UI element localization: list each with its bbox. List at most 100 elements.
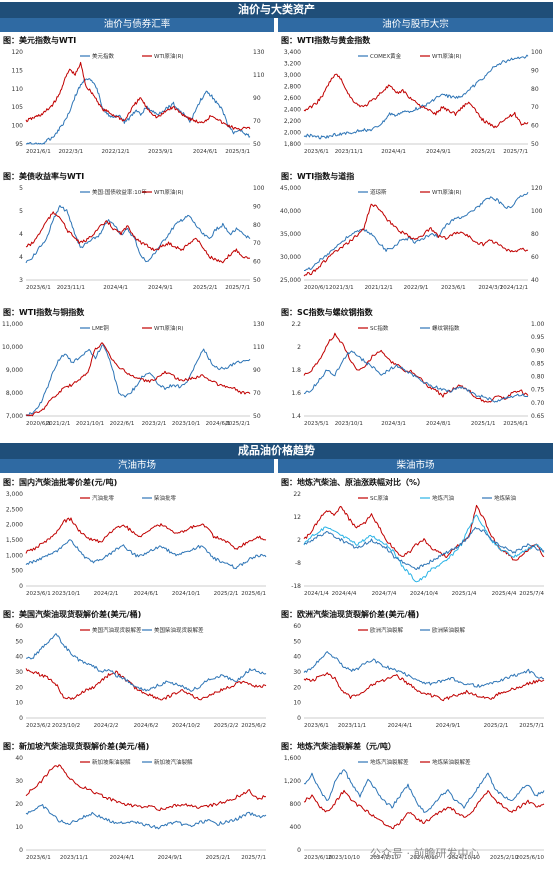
y-tick-label-right: 80 <box>531 86 539 93</box>
y-tick-label-left: 100 <box>12 123 24 130</box>
chart-title: 图：地炼汽柴油裂解差（元/吨） <box>281 742 396 751</box>
chart-title: 图：国内汽柴油批零价差(元/吨) <box>3 478 118 487</box>
x-tick-label: 2024/9/1 <box>436 723 461 729</box>
legend-label: 美国柴油现货裂解差 <box>154 626 204 634</box>
series-line <box>303 514 545 583</box>
section-stocks-commodities: 油价与股市大宗 <box>278 18 553 32</box>
legend-label: WTI原油(R) <box>432 188 462 196</box>
x-tick-label: 2021/6/1 <box>26 149 51 155</box>
y-tick-label-right: 90 <box>253 367 261 374</box>
y-tick-label-left: 110 <box>12 86 24 93</box>
y-tick-label-left: 20 <box>293 684 301 691</box>
y-tick-label-left: 2 <box>297 537 301 544</box>
chart-panel-c7: 图：国内汽柴油批零价差(元/吨) 3,000 2,500 2,000 1,500 1,00… <box>0 476 272 606</box>
y-tick-label-left: 1,000 <box>6 552 23 559</box>
chart-svg: 2.2 2 1.8 1.6 1.4 1.00 0.95 0.90 0.85 0.80 0.75 0.7… <box>291 321 545 427</box>
x-tick-label: 2023/6/2 <box>26 723 51 729</box>
y-tick-label-left: 1.8 <box>291 367 301 374</box>
legend-label: 地炼柴油 <box>494 494 517 502</box>
y-tick-label-left: 9,000 <box>6 367 23 374</box>
legend-label: SC指数 <box>370 324 389 332</box>
y-tick-label-left: 3,200 <box>284 61 301 68</box>
x-tick-label: 2025/7/1 <box>503 149 528 155</box>
x-tick-label: 2024/6/2 <box>134 723 159 729</box>
y-tick-label-left: 2,500 <box>6 506 23 513</box>
y-tick-label-right: 50 <box>253 277 261 284</box>
x-tick-label: 2024/3/1 <box>478 285 503 291</box>
series-line <box>25 517 267 554</box>
series-line <box>25 205 251 264</box>
series-line <box>303 672 545 702</box>
x-tick-label: 2025/7/1 <box>225 285 250 291</box>
legend-label: 地炼柴油裂解差 <box>432 758 471 766</box>
y-tick-label-right: 100 <box>531 49 543 56</box>
y-tick-label-left: 2.2 <box>291 321 301 328</box>
x-tick-label: 2024/4/1 <box>381 149 406 155</box>
y-tick-label-left: 5 <box>19 208 23 215</box>
legend-label: 欧洲汽油裂解 <box>370 626 404 634</box>
y-tick-label-left: 3 <box>19 277 23 284</box>
chart-svg: 3,400 3,200 3,000 2,800 2,600 2,400 2,200 2,000… <box>284 49 543 155</box>
legend-label: 新加坡汽油裂解 <box>154 758 193 766</box>
y-tick-label-left: 2,400 <box>284 107 301 114</box>
y-tick-label-left: 10 <box>293 700 301 707</box>
y-tick-label-left: -18 <box>291 583 301 590</box>
chart-title: 图：地炼汽柴油、原油涨跌幅对比（%） <box>281 478 426 487</box>
y-tick-label-left: 11,000 <box>2 321 23 328</box>
y-tick-label-left: 95 <box>15 141 23 148</box>
legend-label: SC原油 <box>370 494 389 502</box>
x-tick-label: 2025/2/1 <box>484 723 509 729</box>
legend-label: 美国:国债收益率:10年 <box>92 188 147 196</box>
x-tick-label: 2023/6/1 <box>441 285 466 291</box>
x-tick-label: 2021/3/1 <box>329 285 354 291</box>
x-tick-label: 2024/7/4 <box>372 591 397 597</box>
x-tick-label: 2023/11/1 <box>338 723 366 729</box>
chart-svg: 45,000 40,000 35,000 30,000 25,000 120 100 80 60… <box>280 185 543 291</box>
y-tick-label-right: 120 <box>531 185 543 192</box>
y-tick-label-right: 40 <box>531 277 539 284</box>
y-tick-label-left: 120 <box>12 49 24 56</box>
y-tick-label-right: 0.80 <box>531 374 545 381</box>
section-diesel: 柴油市场 <box>278 459 553 473</box>
chart-title: 图：WTI指数与道指 <box>281 172 355 181</box>
legend-label: WTI原油(R) <box>154 324 184 332</box>
y-tick-label-right: 80 <box>253 222 261 229</box>
series-line <box>303 73 529 129</box>
x-tick-label: 2024/4/1 <box>103 285 128 291</box>
y-tick-label-left: 60 <box>293 623 301 630</box>
watermark: 公众号 · 前瞻研发中心 <box>370 847 480 860</box>
y-tick-label-right: 90 <box>253 203 261 210</box>
legend-label: WTI原油(R) <box>154 188 184 196</box>
y-tick-label-left: 30,000 <box>280 254 301 261</box>
x-tick-label: 2024/4/1 <box>388 723 413 729</box>
y-tick-label-left: 50 <box>15 638 23 645</box>
series-line <box>25 539 267 570</box>
y-tick-label-left: 40 <box>15 654 23 661</box>
y-tick-label-left: 0 <box>19 583 23 590</box>
x-tick-label: 2023/6/1 <box>26 855 51 861</box>
y-tick-label-left: 1,600 <box>284 755 301 762</box>
legend-label: 螺纹钢指数 <box>432 324 460 332</box>
mid-banner: 成品油价格趋势 <box>0 443 553 459</box>
x-tick-label: 2021/10/1 <box>76 421 104 427</box>
y-tick-label-right: 110 <box>253 72 265 79</box>
legend-label: COMEX黄金 <box>370 52 402 60</box>
chart-title: 图：欧洲汽柴油现货裂解价差(美元/桶) <box>281 610 420 619</box>
x-tick-label: 2025/6/10 <box>516 855 545 861</box>
y-tick-label-left: 30 <box>15 669 23 676</box>
x-tick-label: 2023/10/1 <box>172 421 200 427</box>
y-tick-label-right: 0.70 <box>531 400 545 407</box>
x-tick-label: 2024/12/1 <box>500 285 528 291</box>
x-tick-label: 2025/2/2 <box>214 723 239 729</box>
x-tick-label: 2023/6/1 <box>26 591 51 597</box>
x-tick-label: 2024/6/10 <box>410 855 439 861</box>
y-tick-label-right: 90 <box>531 67 539 74</box>
chart-panel-c12: 图：地炼汽柴油裂解差（元/吨） 1,600 1,200 800 400 0 2023/6/1… <box>278 740 550 870</box>
y-tick-label-left: 1.6 <box>291 390 301 397</box>
y-tick-label-right: 0.95 <box>531 334 545 341</box>
legend-label: 新加坡柴油裂解 <box>92 758 131 766</box>
y-tick-label-left: 40,000 <box>280 208 301 215</box>
chart-panel-c10: 图：欧洲汽柴油现货裂解价差(美元/桶) 60 50 40 30 20 10 0 2023/6/1… <box>278 608 550 738</box>
x-tick-label: 2024/6/1 <box>134 591 159 597</box>
x-tick-label: 2024/1/4 <box>304 591 329 597</box>
